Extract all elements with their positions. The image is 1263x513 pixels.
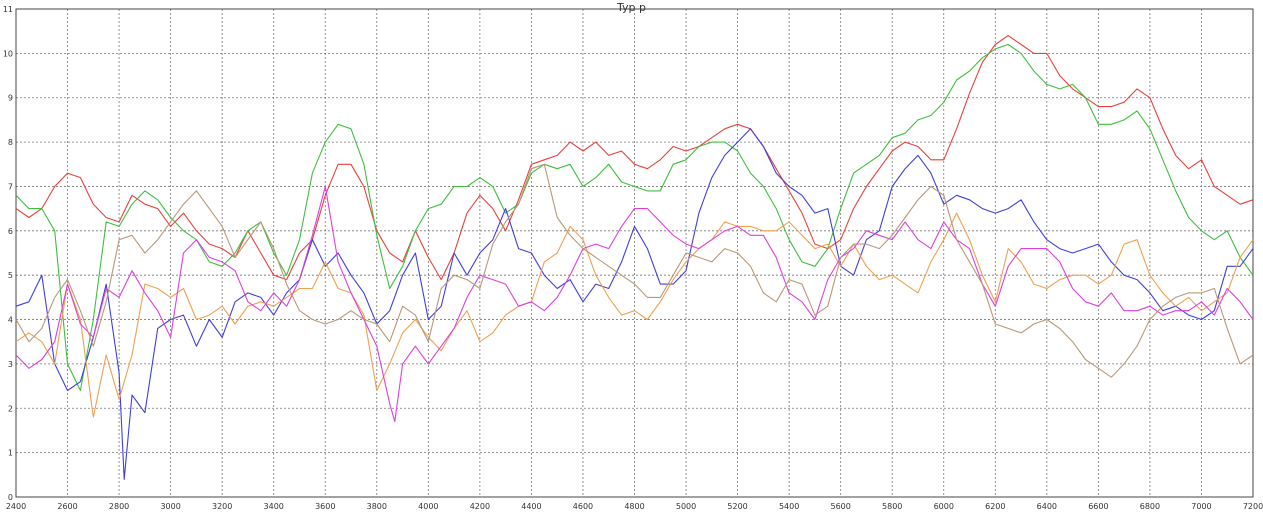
y-tick-label: 8	[8, 138, 13, 147]
x-tick-label: 4800	[624, 502, 644, 511]
chart-title: Typ p	[617, 1, 646, 14]
series-line-3	[15, 128, 1254, 480]
y-axis-ticks: 0 1 2 3 4 5 6 7 8 9 10 11	[3, 5, 13, 502]
series-line-6	[15, 163, 1254, 378]
x-tick-label: 6800	[1140, 502, 1160, 511]
y-tick-label: 1	[8, 449, 13, 458]
x-tick-label: 4000	[418, 502, 438, 511]
y-tick-label: 9	[8, 94, 13, 103]
series-line-5	[15, 185, 1254, 423]
y-tick-label: 2	[8, 404, 13, 413]
x-tick-label: 2400	[6, 502, 26, 511]
x-tick-label: 3400	[264, 502, 284, 511]
x-tick-label: 2600	[57, 502, 77, 511]
x-tick-label: 6600	[1088, 502, 1108, 511]
x-tick-label: 5400	[779, 502, 799, 511]
x-tick-label: 6200	[985, 502, 1005, 511]
x-tick-label: 5800	[882, 502, 902, 511]
y-tick-label: 7	[8, 182, 13, 191]
y-tick-label: 5	[8, 271, 13, 280]
y-tick-label: 0	[8, 493, 13, 502]
x-tick-label: 4600	[573, 502, 593, 511]
series-line-2	[15, 43, 1254, 392]
plot-border	[15, 8, 1254, 498]
x-tick-label: 7200	[1243, 502, 1263, 511]
x-tick-label: 5600	[830, 502, 850, 511]
series-lines	[15, 35, 1254, 480]
x-tick-label: 3200	[212, 502, 232, 511]
y-tick-label: 4	[8, 316, 13, 325]
x-tick-label: 6000	[934, 502, 954, 511]
grid	[16, 9, 1253, 497]
x-tick-label: 3000	[160, 502, 180, 511]
x-tick-label: 3800	[367, 502, 387, 511]
x-tick-label: 3600	[315, 502, 335, 511]
x-tick-label: 6400	[1037, 502, 1057, 511]
x-tick-label: 4200	[470, 502, 490, 511]
y-tick-label: 11	[3, 5, 13, 14]
y-tick-label: 6	[8, 227, 13, 236]
series-line-4	[15, 212, 1254, 418]
x-tick-label: 4400	[521, 502, 541, 511]
x-tick-label: 5000	[676, 502, 696, 511]
x-tick-label: 5200	[727, 502, 747, 511]
y-tick-label: 3	[8, 360, 13, 369]
x-axis-ticks: 2400 2600 2800 3000 3200 3400 3600 3800 4000 4200…	[6, 502, 1263, 511]
y-tick-label: 10	[3, 49, 13, 58]
x-tick-label: 7000	[1191, 502, 1211, 511]
x-tick-label: 2800	[109, 502, 129, 511]
series-line-1	[15, 35, 1254, 281]
